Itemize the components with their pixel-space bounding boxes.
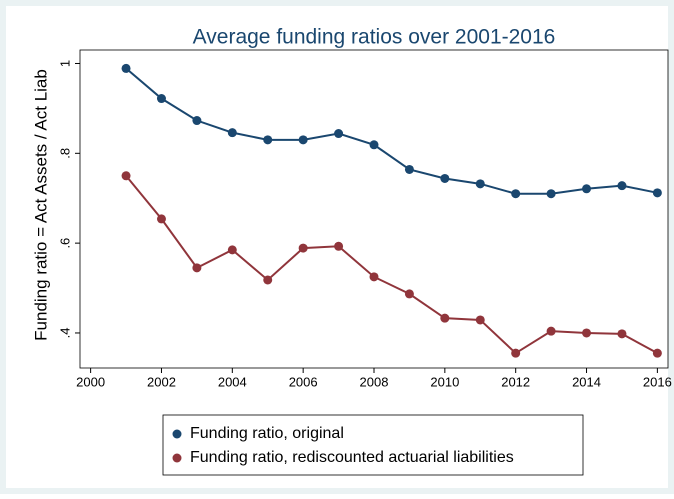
data-point — [263, 135, 273, 145]
data-point — [546, 189, 556, 199]
data-point — [298, 243, 308, 253]
data-point — [404, 289, 414, 299]
data-point — [369, 272, 379, 282]
x-tick-label: 2012 — [501, 374, 530, 389]
data-point — [652, 188, 662, 198]
data-point — [192, 116, 202, 126]
data-point — [404, 164, 414, 174]
data-point — [298, 135, 308, 145]
data-point — [546, 326, 556, 336]
data-point — [121, 63, 131, 73]
y-tick-label: .4 — [57, 328, 72, 339]
data-point — [440, 173, 450, 183]
data-point — [334, 241, 344, 251]
y-tick-label: .8 — [57, 148, 72, 159]
x-tick-label: 2000 — [76, 374, 105, 389]
data-point — [475, 179, 485, 189]
data-point — [475, 315, 485, 325]
data-point — [582, 184, 592, 194]
plot-area — [79, 49, 669, 369]
data-point — [263, 275, 273, 285]
legend-box — [162, 414, 584, 476]
data-point — [121, 171, 131, 181]
x-tick-label: 2010 — [430, 374, 459, 389]
legend-marker — [172, 429, 182, 439]
series-line — [125, 175, 658, 355]
data-point — [156, 214, 166, 224]
data-point — [227, 245, 237, 255]
y-tick-label: .6 — [57, 238, 72, 249]
data-point — [369, 140, 379, 150]
x-tick-label: 2016 — [643, 374, 672, 389]
legend-label: Funding ratio, original — [190, 425, 344, 442]
data-point — [511, 348, 521, 358]
data-point — [582, 328, 592, 338]
data-point — [227, 128, 237, 138]
data-point — [652, 348, 662, 358]
data-point — [617, 181, 627, 191]
legend-label: Funding ratio, rediscounted actuarial li… — [190, 449, 514, 466]
chart-title: Average funding ratios over 2001-2016 — [193, 26, 556, 49]
x-tick-label: 2014 — [572, 374, 601, 389]
data-point — [511, 189, 521, 199]
series-line — [125, 67, 658, 195]
data-point — [334, 129, 344, 139]
y-axis-title: Funding ratio = Act Assets / Act Liab — [31, 69, 50, 341]
data-point — [192, 263, 202, 273]
y-tick-label: 1 — [57, 60, 72, 67]
x-tick-label: 2004 — [218, 374, 247, 389]
data-point — [617, 329, 627, 339]
legend-marker — [172, 453, 182, 463]
x-tick-label: 2008 — [360, 374, 389, 389]
x-tick-label: 2002 — [147, 374, 176, 389]
data-point — [156, 94, 166, 104]
data-point — [440, 313, 450, 323]
x-tick-label: 2006 — [289, 374, 318, 389]
